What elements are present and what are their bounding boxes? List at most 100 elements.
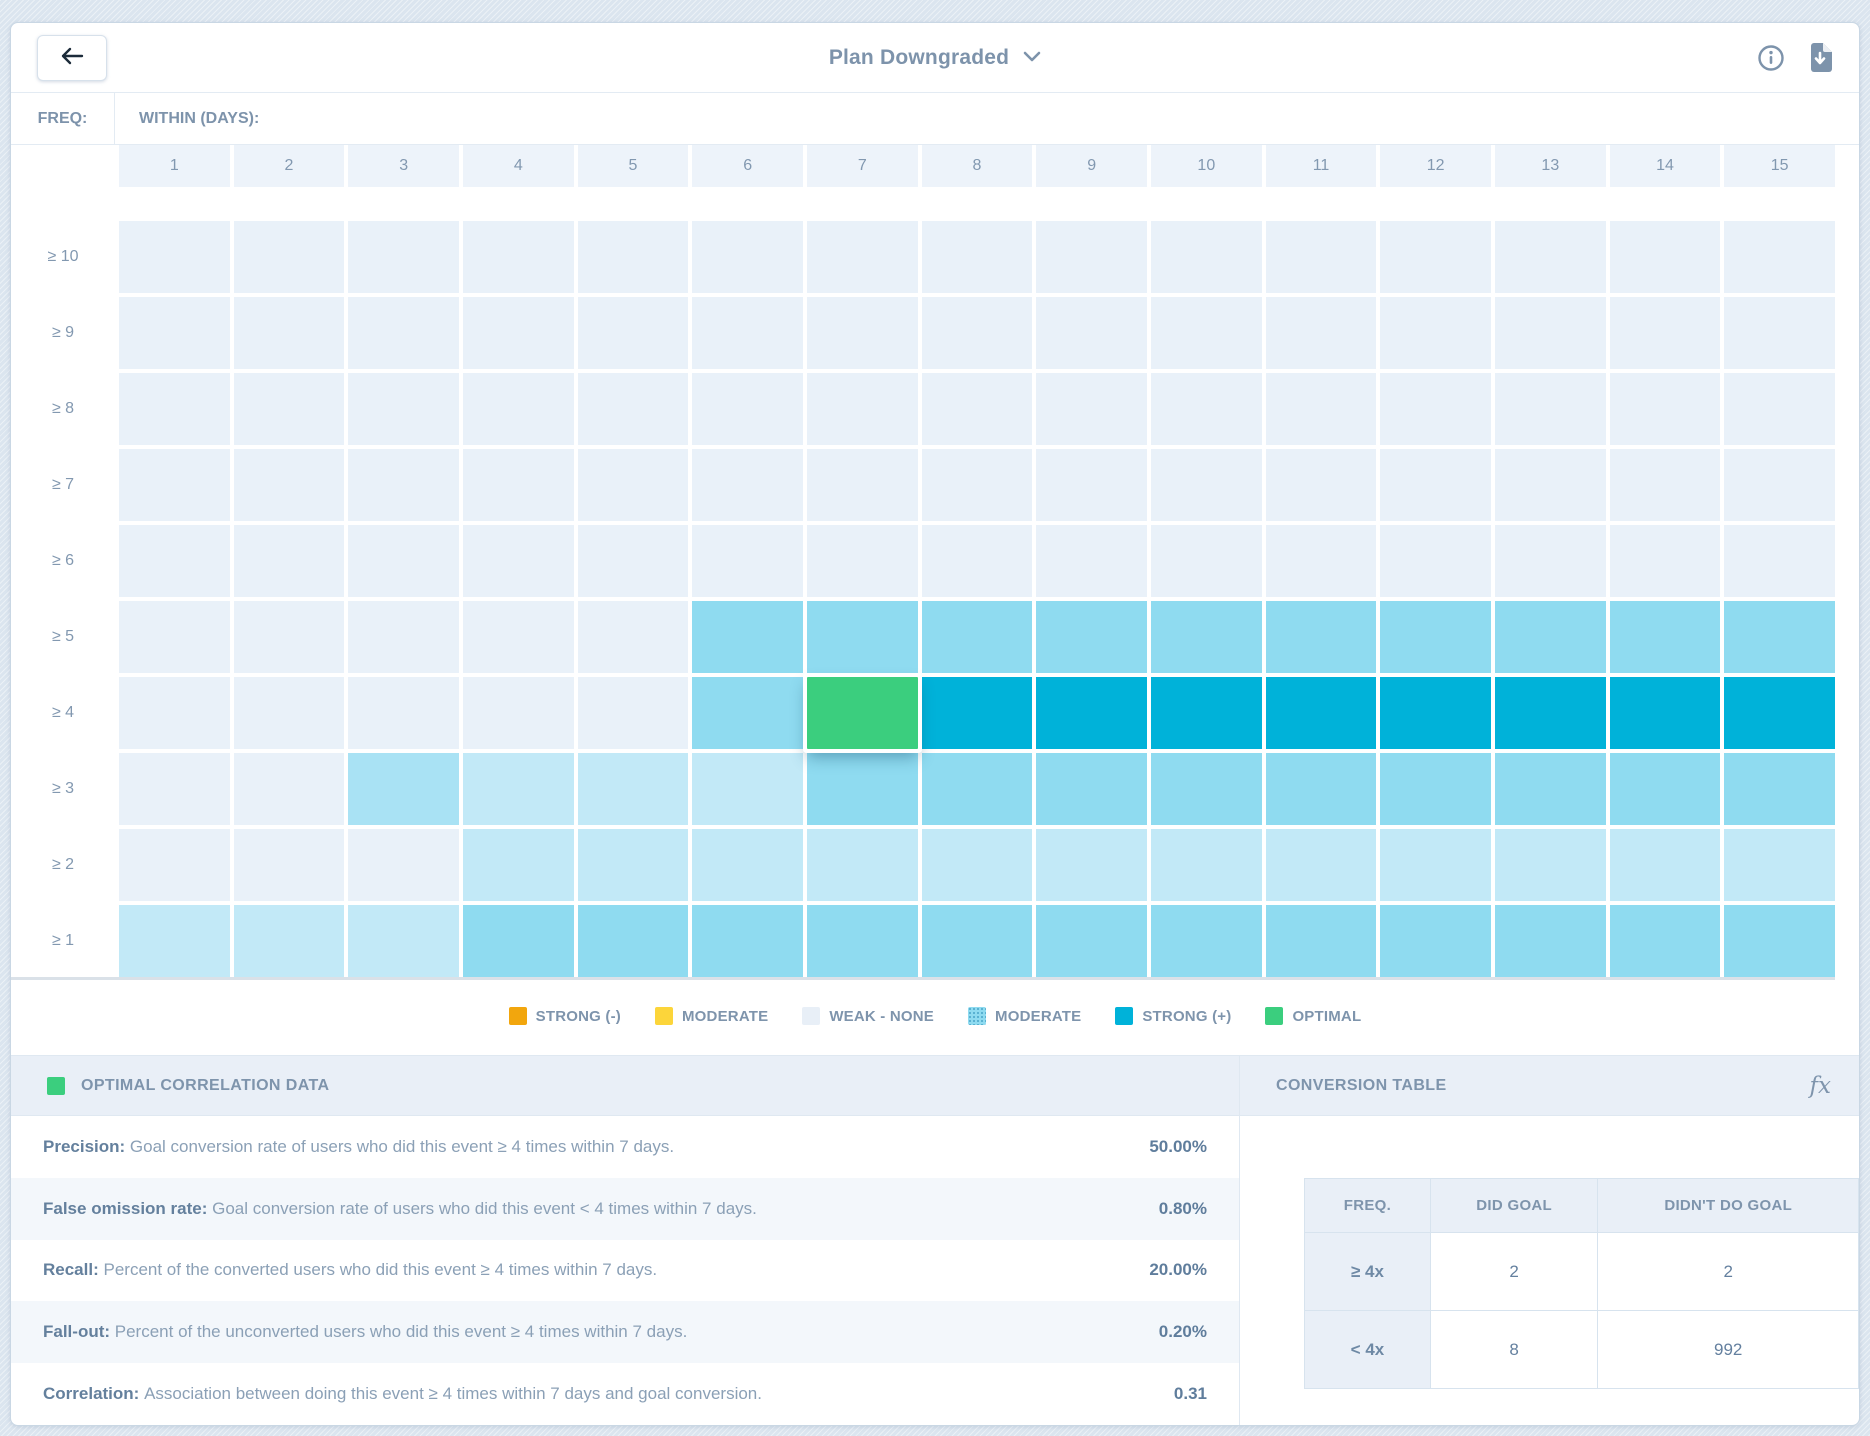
heatmap-cell-r≥10-d7[interactable] [806,221,918,293]
heatmap-cell-r≥5-d2[interactable] [233,601,345,673]
heatmap-cell-r≥6-d3[interactable] [348,525,459,597]
heatmap-cell-r≥4-d13[interactable] [1494,677,1606,749]
heatmap-cell-r≥6-d6[interactable] [692,525,803,597]
heatmap-cell-r≥7-d15[interactable] [1724,449,1835,521]
heatmap-cell-r≥5-d11[interactable] [1265,601,1377,673]
heatmap-cell-r≥2-d6[interactable] [692,829,803,901]
heatmap-cell-r≥7-d10[interactable] [1150,449,1262,521]
heatmap-cell-r≥8-d1[interactable] [119,373,230,445]
heatmap-cell-r≥9-d6[interactable] [692,297,803,369]
heatmap-cell-r≥1-d6[interactable] [692,905,803,977]
heatmap-cell-r≥7-d3[interactable] [348,449,459,521]
heatmap-cell-r≥1-d3[interactable] [348,905,459,977]
heatmap-cell-r≥10-d1[interactable] [119,221,230,293]
heatmap-cell-r≥3-d7[interactable] [806,753,918,825]
heatmap-cell-r≥5-d1[interactable] [119,601,230,673]
heatmap-cell-r≥5-d6[interactable] [692,601,803,673]
heatmap-cell-r≥8-d9[interactable] [1036,373,1147,445]
info-icon[interactable] [1757,44,1785,72]
heatmap-cell-r≥5-d9[interactable] [1036,601,1147,673]
heatmap-cell-r≥9-d7[interactable] [806,297,918,369]
heatmap-cell-r≥7-d9[interactable] [1036,449,1147,521]
heatmap-cell-r≥5-d3[interactable] [348,601,459,673]
optimal-cell-r≥4-d7[interactable] [806,677,918,749]
heatmap-cell-r≥6-d15[interactable] [1724,525,1835,597]
heatmap-cell-r≥7-d8[interactable] [921,449,1033,521]
heatmap-cell-r≥7-d11[interactable] [1265,449,1377,521]
heatmap-cell-r≥9-d15[interactable] [1724,297,1835,369]
heatmap-cell-r≥6-d7[interactable] [806,525,918,597]
heatmap-cell-r≥8-d14[interactable] [1609,373,1721,445]
heatmap-cell-r≥6-d8[interactable] [921,525,1033,597]
heatmap-cell-r≥7-d7[interactable] [806,449,918,521]
heatmap-cell-r≥3-d14[interactable] [1609,753,1721,825]
heatmap-cell-r≥3-d2[interactable] [233,753,345,825]
heatmap-cell-r≥5-d15[interactable] [1724,601,1835,673]
heatmap-cell-r≥9-d1[interactable] [119,297,230,369]
heatmap-cell-r≥1-d11[interactable] [1265,905,1377,977]
heatmap-cell-r≥3-d6[interactable] [692,753,803,825]
heatmap-cell-r≥2-d15[interactable] [1724,829,1835,901]
heatmap-cell-r≥5-d8[interactable] [921,601,1033,673]
heatmap-cell-r≥5-d12[interactable] [1380,601,1491,673]
heatmap-cell-r≥10-d10[interactable] [1150,221,1262,293]
heatmap-cell-r≥10-d4[interactable] [462,221,574,293]
heatmap-cell-r≥7-d6[interactable] [692,449,803,521]
heatmap-cell-r≥2-d12[interactable] [1380,829,1491,901]
heatmap-cell-r≥8-d2[interactable] [233,373,345,445]
heatmap-cell-r≥4-d9[interactable] [1036,677,1147,749]
heatmap-cell-r≥8-d4[interactable] [462,373,574,445]
heatmap-cell-r≥9-d10[interactable] [1150,297,1262,369]
formula-fx-icon[interactable]: fx [1809,1072,1831,1099]
heatmap-cell-r≥8-d11[interactable] [1265,373,1377,445]
heatmap-cell-r≥6-d14[interactable] [1609,525,1721,597]
heatmap-cell-r≥7-d4[interactable] [462,449,574,521]
heatmap-cell-r≥2-d9[interactable] [1036,829,1147,901]
heatmap-cell-r≥7-d12[interactable] [1380,449,1491,521]
heatmap-cell-r≥5-d14[interactable] [1609,601,1721,673]
heatmap-cell-r≥8-d5[interactable] [577,373,689,445]
heatmap-cell-r≥9-d8[interactable] [921,297,1033,369]
heatmap-cell-r≥3-d4[interactable] [462,753,574,825]
heatmap-cell-r≥8-d6[interactable] [692,373,803,445]
heatmap-cell-r≥5-d10[interactable] [1150,601,1262,673]
heatmap-cell-r≥4-d5[interactable] [577,677,689,749]
heatmap-cell-r≥10-d13[interactable] [1494,221,1606,293]
heatmap-cell-r≥2-d1[interactable] [119,829,230,901]
heatmap-cell-r≥3-d10[interactable] [1150,753,1262,825]
heatmap-cell-r≥10-d11[interactable] [1265,221,1377,293]
heatmap-cell-r≥8-d10[interactable] [1150,373,1262,445]
back-button[interactable] [37,35,107,81]
heatmap-cell-r≥9-d14[interactable] [1609,297,1721,369]
heatmap-cell-r≥3-d11[interactable] [1265,753,1377,825]
heatmap-cell-r≥1-d4[interactable] [462,905,574,977]
heatmap-cell-r≥2-d5[interactable] [577,829,689,901]
heatmap-cell-r≥7-d13[interactable] [1494,449,1606,521]
heatmap-cell-r≥8-d13[interactable] [1494,373,1606,445]
heatmap-cell-r≥10-d5[interactable] [577,221,689,293]
heatmap-cell-r≥3-d13[interactable] [1494,753,1606,825]
heatmap-cell-r≥9-d3[interactable] [348,297,459,369]
heatmap-cell-r≥3-d3[interactable] [348,753,459,825]
heatmap-cell-r≥2-d4[interactable] [462,829,574,901]
heatmap-cell-r≥2-d8[interactable] [921,829,1033,901]
heatmap-cell-r≥4-d11[interactable] [1265,677,1377,749]
heatmap-cell-r≥4-d6[interactable] [692,677,803,749]
heatmap-cell-r≥10-d15[interactable] [1724,221,1835,293]
heatmap-cell-r≥4-d10[interactable] [1150,677,1262,749]
heatmap-cell-r≥7-d2[interactable] [233,449,345,521]
heatmap-cell-r≥1-d10[interactable] [1150,905,1262,977]
heatmap-cell-r≥1-d1[interactable] [119,905,230,977]
heatmap-cell-r≥4-d8[interactable] [921,677,1033,749]
heatmap-cell-r≥9-d9[interactable] [1036,297,1147,369]
heatmap-cell-r≥1-d8[interactable] [921,905,1033,977]
heatmap-cell-r≥4-d1[interactable] [119,677,230,749]
heatmap-cell-r≥8-d15[interactable] [1724,373,1835,445]
heatmap-cell-r≥7-d5[interactable] [577,449,689,521]
heatmap-cell-r≥2-d14[interactable] [1609,829,1721,901]
heatmap-cell-r≥4-d2[interactable] [233,677,345,749]
heatmap-cell-r≥9-d12[interactable] [1380,297,1491,369]
heatmap-cell-r≥2-d2[interactable] [233,829,345,901]
heatmap-cell-r≥4-d12[interactable] [1380,677,1491,749]
heatmap-cell-r≥4-d15[interactable] [1724,677,1835,749]
